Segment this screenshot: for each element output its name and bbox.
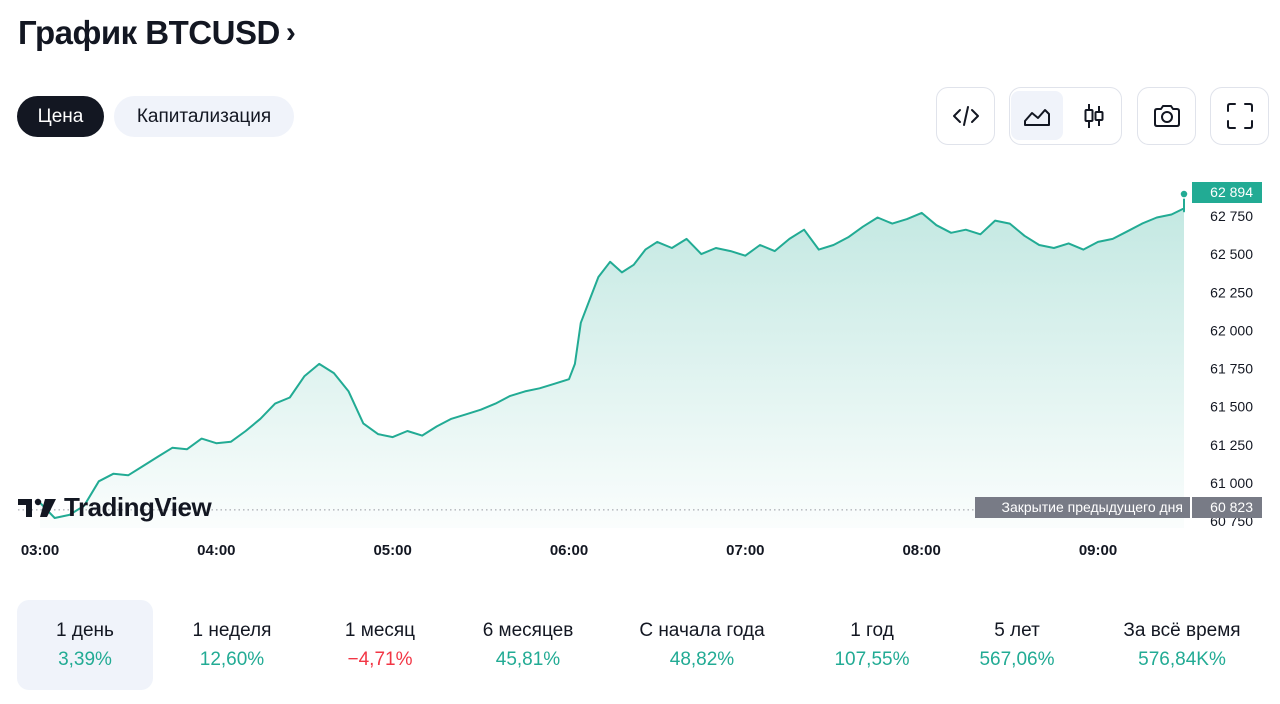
- period-label: С начала года: [639, 620, 765, 641]
- period-1-year[interactable]: 1 год 107,55%: [807, 600, 937, 690]
- period-change: 107,55%: [834, 649, 910, 670]
- tab-capitalization[interactable]: Капитализация: [114, 96, 294, 137]
- period-5-years[interactable]: 5 лет 567,06%: [952, 600, 1082, 690]
- tab-price[interactable]: Цена: [17, 96, 104, 137]
- period-label: 1 неделя: [192, 620, 272, 641]
- y-tick-label: 62 500: [1210, 246, 1253, 262]
- period-all-time[interactable]: За всё время 576,84K%: [1102, 600, 1262, 690]
- y-tick-label: 62 250: [1210, 284, 1253, 300]
- candlestick-button[interactable]: [1066, 88, 1122, 144]
- area-chart-icon: [1023, 105, 1051, 127]
- area-chart-button[interactable]: [1011, 91, 1063, 140]
- last-price-dot: [1179, 189, 1189, 199]
- page-title: График BTCUSD: [18, 14, 280, 51]
- tradingview-logo[interactable]: TradingView: [18, 492, 212, 523]
- screenshot-button[interactable]: [1137, 87, 1196, 145]
- period-change: 576,84K%: [1138, 649, 1226, 670]
- y-tick-label: 61 500: [1210, 399, 1253, 415]
- price-chart[interactable]: 62 750 62 500 62 250 62 000 61 750 61 500 61 2…: [0, 160, 1280, 570]
- period-change: 45,81%: [495, 649, 561, 670]
- y-tick-label: 62 000: [1210, 322, 1253, 338]
- x-tick-label: 06:00: [550, 542, 588, 559]
- tradingview-wordmark: TradingView: [64, 492, 212, 522]
- x-tick-label: 05:00: [373, 542, 411, 559]
- x-tick-label: 04:00: [197, 542, 235, 559]
- period-6-months[interactable]: 6 месяцев 45,81%: [459, 600, 597, 690]
- period-change: 12,60%: [199, 649, 265, 670]
- previous-close-value: 60 823: [1210, 499, 1253, 515]
- candlestick-icon: [1083, 102, 1105, 130]
- previous-close-label: Закрытие предыдущего дня: [1002, 499, 1183, 515]
- period-change: 3,39%: [58, 649, 112, 670]
- period-label: За всё время: [1123, 620, 1241, 641]
- period-label: 6 месяцев: [482, 620, 574, 641]
- y-tick-label: 61 250: [1210, 437, 1253, 453]
- period-selector: 1 день 3,39% 1 неделя 12,60% 1 месяц −4,…: [17, 600, 1263, 690]
- embed-button[interactable]: [936, 87, 995, 145]
- price-area-fill: [40, 193, 1184, 528]
- fullscreen-icon: [1212, 88, 1268, 144]
- period-change: −4,71%: [347, 649, 413, 670]
- x-tick-label: 09:00: [1079, 542, 1117, 559]
- period-label: 1 день: [56, 620, 114, 641]
- period-label: 5 лет: [994, 620, 1040, 641]
- period-change: 567,06%: [979, 649, 1055, 670]
- y-tick-label: 62 750: [1210, 208, 1253, 224]
- last-price-label: 62 894: [1210, 184, 1253, 200]
- period-change: 48,82%: [669, 649, 735, 670]
- x-tick-label: 07:00: [726, 542, 764, 559]
- period-label: 1 год: [850, 620, 894, 641]
- embed-code-icon: [938, 88, 994, 144]
- period-1-month[interactable]: 1 месяц −4,71%: [311, 600, 449, 690]
- y-tick-label: 61 000: [1210, 475, 1253, 491]
- y-tick-label: 61 750: [1210, 361, 1253, 377]
- camera-icon: [1139, 88, 1195, 144]
- period-year-to-date[interactable]: С начала года 48,82%: [617, 600, 787, 690]
- period-1-week[interactable]: 1 неделя 12,60%: [163, 600, 301, 690]
- x-tick-label: 08:00: [902, 542, 940, 559]
- previous-close-label-bg: [975, 497, 1190, 518]
- fullscreen-button[interactable]: [1210, 87, 1269, 145]
- x-tick-label: 03:00: [21, 542, 59, 559]
- chart-type-group: [1009, 87, 1122, 145]
- period-1-day[interactable]: 1 день 3,39%: [17, 600, 153, 690]
- previous-close-value-bg: [1192, 497, 1262, 518]
- period-label: 1 месяц: [344, 620, 416, 641]
- last-price-label-bg: [1192, 182, 1262, 203]
- price-line: [39, 192, 1185, 519]
- chart-title-link[interactable]: График BTCUSD ›: [18, 14, 296, 52]
- chevron-right-icon: ›: [285, 16, 296, 49]
- tradingview-logo-icon: [18, 498, 56, 517]
